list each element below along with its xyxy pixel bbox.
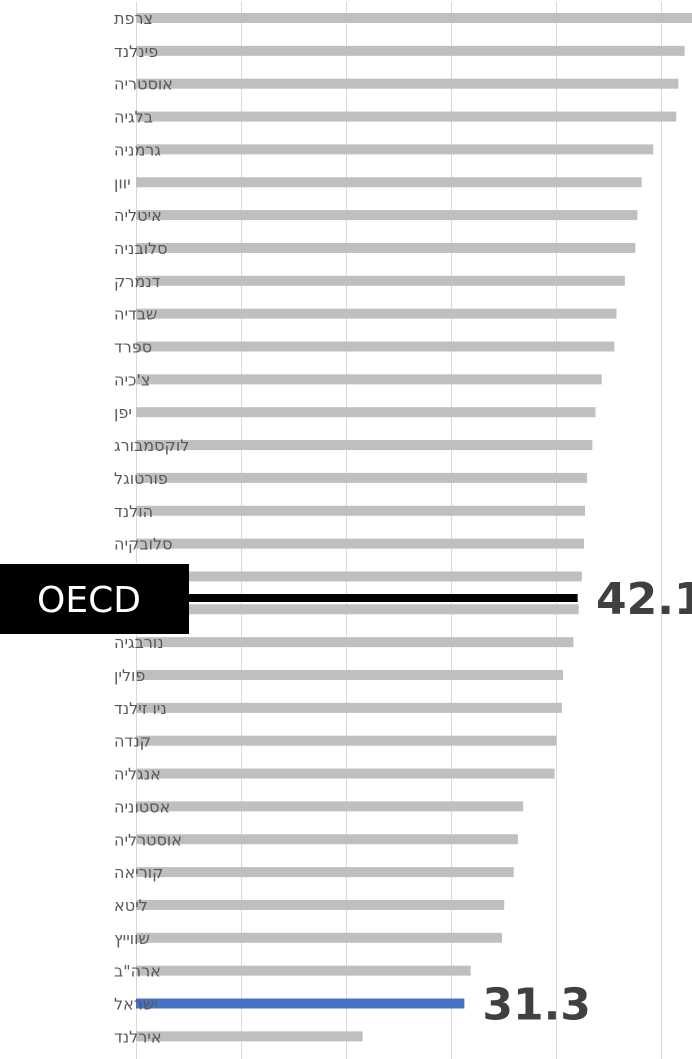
category-labels: צרפת פינלנד אוסטריה בלגיה גרמניה יוון איטליה סל… (114, 9, 591, 1046)
category-label: דנמרק (114, 272, 161, 291)
category-label: ישראל (114, 995, 158, 1014)
bars (136, 13, 692, 1042)
bar (136, 932, 503, 943)
category-label: קנדה (114, 732, 151, 751)
category-label: ליטא (114, 896, 148, 915)
category-label: ספרד (114, 338, 152, 357)
category-label: ניו זילנד (114, 699, 167, 718)
bar (136, 210, 638, 221)
bar (136, 440, 593, 451)
bar (136, 637, 574, 648)
category-label: אוסטרליה (114, 830, 182, 849)
bar (136, 275, 625, 286)
bar-highlighted (136, 998, 465, 1009)
bar (136, 111, 677, 122)
bar (136, 505, 585, 516)
category-label: בלגיה (114, 108, 153, 127)
category-label: סלובניה (114, 239, 168, 258)
category-label: קוריאה (114, 863, 163, 882)
bar (136, 702, 562, 713)
bar (136, 735, 557, 746)
category-label: פורטוגל (114, 469, 168, 488)
category-label: אירלנד (114, 1027, 162, 1046)
bar (136, 45, 685, 56)
bar (136, 538, 584, 549)
bar (136, 801, 524, 812)
category-label: ארה"ב (114, 962, 161, 981)
highlight-value-label: 31.3 (482, 980, 591, 1031)
category-label: יפן (114, 403, 132, 422)
category-label: נורבגיה (114, 633, 164, 652)
category-label: אסטוניה (114, 797, 170, 816)
bar (136, 965, 471, 976)
category-label: צרפת (114, 9, 153, 28)
bar (136, 571, 582, 582)
bar (136, 308, 617, 319)
bar (136, 604, 579, 615)
bar (136, 341, 615, 352)
category-label: שבדיה (114, 305, 157, 324)
category-label: אוסטריה (114, 75, 173, 94)
bar (136, 472, 588, 483)
bar (136, 834, 518, 845)
bar (136, 177, 642, 188)
bar (136, 78, 679, 89)
oecd-label: OECD (37, 580, 141, 621)
category-label: הולנד (114, 502, 153, 521)
bar (136, 374, 602, 385)
bar (136, 768, 555, 779)
category-label: איטליה (114, 206, 162, 225)
category-label: אנגליה (114, 765, 161, 784)
category-label: גרמניה (114, 140, 161, 159)
category-label: צ'כיה (114, 370, 150, 389)
category-label: לוקסמבורג (114, 436, 189, 455)
bar (136, 407, 596, 418)
bar (136, 242, 636, 253)
oecd-value-label: 42.1 (596, 574, 692, 625)
bar (136, 13, 692, 23)
bar (136, 899, 505, 910)
bar (136, 1031, 363, 1042)
bar (136, 670, 563, 680)
oecd-reference: OECD 42.1 (0, 564, 692, 634)
category-label: פינלנד (114, 42, 158, 61)
category-label: פולין (114, 666, 145, 685)
bar (136, 867, 514, 878)
category-label: שווייץ (114, 929, 150, 948)
category-label: יוון (114, 173, 131, 192)
bar (136, 144, 654, 155)
oecd-label-box (0, 564, 189, 634)
category-label: סלובקיה (114, 535, 172, 554)
